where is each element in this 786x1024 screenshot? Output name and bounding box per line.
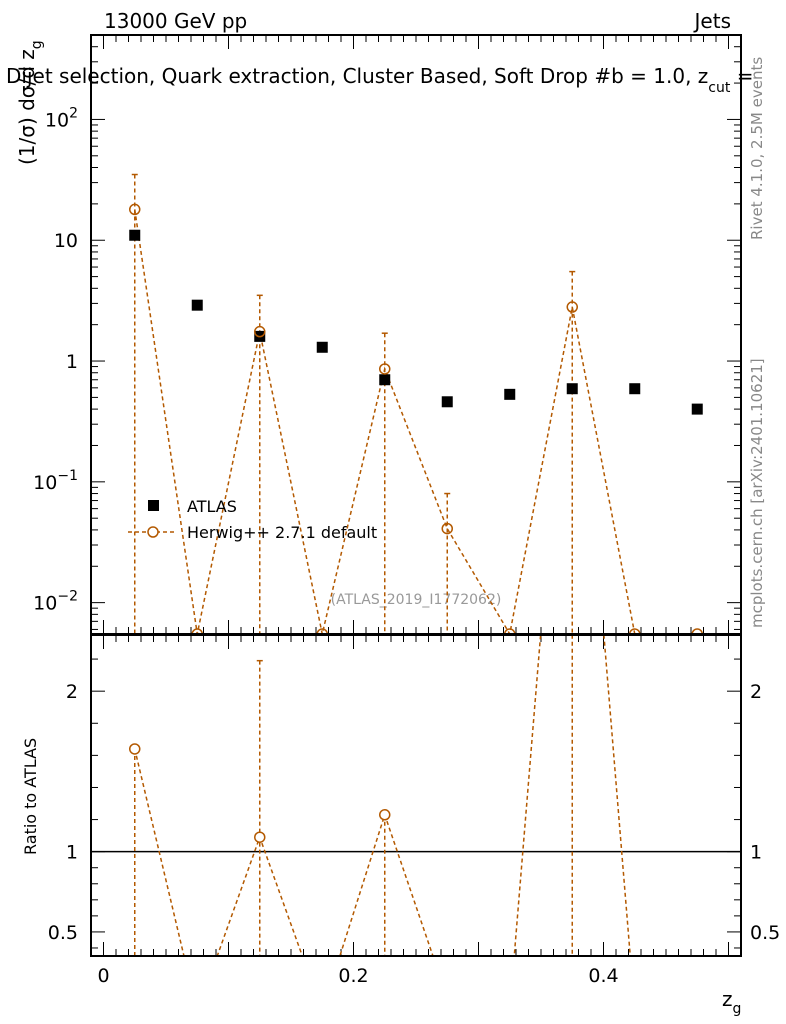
herwig-point bbox=[441, 522, 453, 535]
herwig-point bbox=[316, 628, 328, 634]
atlas-point bbox=[629, 383, 641, 395]
category-label: Jets bbox=[693, 9, 731, 33]
ratio-y-tick-label-right: 2 bbox=[750, 681, 762, 703]
axis-ticks: 10−2 10−1 1 10 102 0 0.2 0.4 0.5 0.5 1 1 2 2 bbox=[33, 34, 780, 987]
legend: ATLAS Herwig++ 2.7.1 default bbox=[128, 497, 377, 542]
atlas-point bbox=[504, 388, 516, 400]
ratio-xlabel-sub: g bbox=[733, 1001, 742, 1017]
ratio-ylabel: Ratio to ATLAS bbox=[21, 738, 40, 855]
analysis-watermark: (ATLAS_2019_I1772062) bbox=[331, 592, 502, 608]
main-ylabel-text: (1/σ) dσ/d z bbox=[15, 49, 39, 165]
plot-title-main: Dijet selection, Quark extraction, Clust… bbox=[6, 64, 708, 88]
herwig-point bbox=[504, 628, 516, 634]
herwig-point bbox=[191, 628, 203, 634]
main-y-tick-label: 10 bbox=[54, 230, 78, 252]
plot-title: Dijet selection, Quark extraction, Clust… bbox=[6, 64, 753, 96]
herwig-line bbox=[134, 209, 698, 634]
main-ylabel: (1/σ) dσ/d zg bbox=[15, 40, 45, 165]
atlas-point bbox=[566, 383, 578, 395]
energy-label: 13000 GeV pp bbox=[104, 9, 247, 33]
herwig-point bbox=[629, 628, 641, 634]
plot-title-sub: cut bbox=[708, 80, 731, 96]
atlas-point bbox=[691, 403, 703, 415]
atlas-point bbox=[129, 229, 141, 241]
atlas-point bbox=[191, 299, 203, 311]
herwig-point bbox=[691, 628, 703, 634]
legend-atlas-marker bbox=[148, 500, 159, 511]
legend-herwig-marker bbox=[147, 526, 159, 538]
ratio-herwig-point bbox=[129, 743, 141, 755]
main-y-tick-label: 10−1 bbox=[33, 468, 78, 494]
mcplots-label: mcplots.cern.ch [arXiv:2401.10621] bbox=[748, 358, 766, 628]
ratio-plot-frame bbox=[90, 634, 742, 957]
ratio-y-tick-label-left: 0.5 bbox=[48, 922, 78, 944]
ratio-herwig-point bbox=[379, 809, 391, 821]
ratio-y-tick-label-left: 1 bbox=[66, 842, 78, 864]
main-y-tick-label: 102 bbox=[45, 105, 78, 131]
ratio-y-tick-label-right: 0.5 bbox=[750, 922, 780, 944]
atlas-point bbox=[441, 396, 453, 408]
main-y-tick-label: 10−2 bbox=[33, 589, 78, 615]
ratio-plot-data bbox=[91, 635, 741, 956]
ratio-herwig-point bbox=[254, 831, 266, 843]
main-plot-frame bbox=[90, 34, 742, 635]
main-plot-data bbox=[129, 173, 703, 634]
ratio-x-tick-label: 0 bbox=[97, 965, 109, 987]
ratio-xlabel: zg bbox=[722, 987, 741, 1017]
herwig-point bbox=[254, 325, 266, 338]
ratio-x-tick-label: 0.4 bbox=[588, 965, 618, 987]
main-y-tick-label: 1 bbox=[66, 351, 78, 373]
ratio-y-tick-label-left: 2 bbox=[66, 681, 78, 703]
main-ylabel-sub: g bbox=[29, 40, 45, 49]
ratio-x-tick-label: 0.2 bbox=[338, 965, 368, 987]
legend-atlas-label: ATLAS bbox=[187, 497, 237, 516]
ratio-y-tick-label-right: 1 bbox=[750, 842, 762, 864]
ratio-xlabel-text: z bbox=[722, 987, 733, 1011]
herwig-point bbox=[379, 363, 391, 375]
legend-herwig-label: Herwig++ 2.7.1 default bbox=[187, 523, 377, 542]
herwig-point bbox=[129, 203, 141, 216]
atlas-point bbox=[316, 341, 328, 353]
herwig-point bbox=[566, 301, 578, 313]
rivet-label: Rivet 4.1.0, 2.5M events bbox=[748, 57, 766, 240]
atlas-point bbox=[379, 374, 391, 386]
